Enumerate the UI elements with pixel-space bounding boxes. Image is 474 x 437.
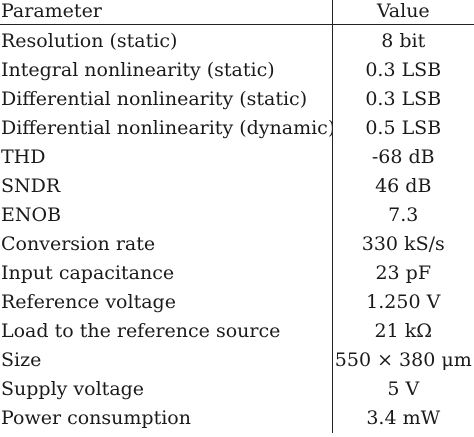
table-row: Size 550 × 380 μm [0,346,474,375]
table-header-row: Parameter Value [0,0,474,25]
parameter-cell: THD [0,143,333,172]
parameter-cell: Resolution (static) [0,24,333,56]
table-row: Integral nonlinearity (static) 0.3 LSB [0,56,474,85]
table-row: THD -68 dB [0,143,474,172]
value-column-header: Value [332,0,474,25]
parameter-column-header: Parameter [0,0,333,25]
value-cell: 5 V [387,378,420,400]
parameter-cell: Conversion rate [0,230,333,259]
value-cell: 8 bit [381,30,426,52]
table-row: Differential nonlinearity (dynamic) 0.5 L… [0,114,474,143]
value-cell: 23 pF [375,262,432,284]
table-row: Conversion rate 330 kS/s [0,230,474,259]
parameter-cell: Differential nonlinearity (dynamic) [0,114,333,143]
value-cell: 0.3 LSB [365,59,442,81]
parameter-cell: Size [0,346,333,375]
value-cell: 330 kS/s [361,233,445,255]
table-row: Resolution (static) 8 bit [0,24,474,56]
table-row: Differential nonlinearity (static) 0.3 LS… [0,85,474,114]
value-cell: 21 kΩ [374,320,432,342]
parameter-cell: Load to the reference source [0,317,333,346]
parameter-cell: Input capacitance [0,259,333,288]
parameter-cell: ENOB [0,201,333,230]
parameter-cell: SNDR [0,172,333,201]
value-cell: 7.3 [388,204,419,226]
parameter-cell: Supply voltage [0,375,333,404]
parameter-cell: Power consumption [0,404,333,433]
table-row: Load to the reference source 21 kΩ [0,317,474,346]
value-cell: -68 dB [371,146,435,168]
parameter-cell: Differential nonlinearity (static) [0,85,333,114]
value-cell: 0.3 LSB [365,88,442,110]
table-row: Reference voltage 1.250 V [0,288,474,317]
value-cell: 1.250 V [366,291,441,313]
parameter-cell: Integral nonlinearity (static) [0,56,333,85]
table-row: ENOB 7.3 [0,201,474,230]
value-cell: 0.5 LSB [365,117,442,139]
value-cell: 3.4 mW [366,407,441,429]
value-cell: 46 dB [375,175,432,197]
table-row: Supply voltage 5 V [0,375,474,404]
table-row: SNDR 46 dB [0,172,474,201]
table-row: Power consumption 3.4 mW [0,404,474,433]
table-row: Input capacitance 23 pF [0,259,474,288]
value-cell: 550 × 380 μm [334,349,472,371]
parameter-cell: Reference voltage [0,288,333,317]
